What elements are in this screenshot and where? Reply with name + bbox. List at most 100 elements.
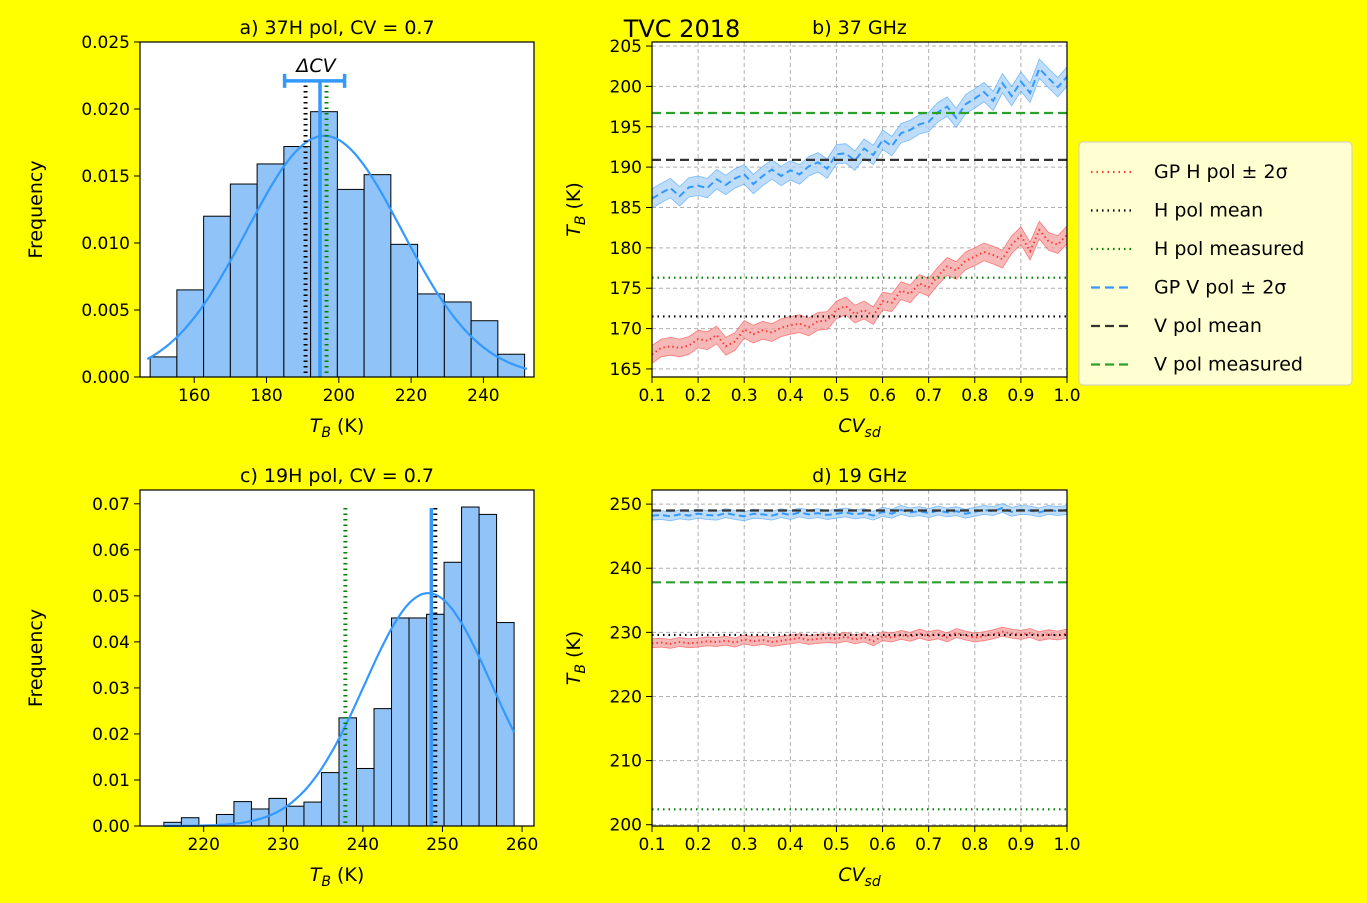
y-tick-label: 0.015: [81, 167, 130, 187]
histogram-bar: [310, 111, 338, 378]
y-axis-label: TB (K): [563, 182, 589, 237]
panel-a: ΔCV 160 180 200 220 240 0.000 0.005 0.010 0.015 0.…: [25, 17, 535, 441]
x-tick-label: 0.3: [731, 386, 758, 406]
y-tick-label: 200: [610, 816, 642, 836]
x-tick-label: 0.2: [685, 835, 712, 855]
y-tick-label: 250: [610, 495, 642, 515]
x-tick-label: 160: [178, 386, 210, 406]
legend-entry: GP H pol ± 2σ: [1154, 161, 1288, 183]
y-axis-label: TB (K): [563, 631, 589, 686]
histogram-bar: [285, 805, 305, 827]
y-tick-label: 0.07: [92, 495, 130, 515]
y-tick-label: 0.025: [81, 33, 130, 53]
errorbar-label: ΔCV: [294, 55, 337, 77]
x-tick-label: 0.4: [777, 835, 804, 855]
gp-mean-line-h: [651, 228, 1068, 356]
y-tick-label: 190: [610, 158, 642, 178]
histogram-bar: [390, 243, 419, 378]
x-axis-label: TB (K): [310, 864, 365, 890]
x-tick-label: 240: [347, 835, 379, 855]
x-tick-label: 250: [426, 835, 458, 855]
x-tick-label: 1.0: [1053, 386, 1080, 406]
x-tick-label: 0.2: [685, 386, 712, 406]
y-tick-label: 210: [610, 752, 642, 772]
y-tick-label: 0.005: [81, 301, 130, 321]
legend-entry: H pol mean: [1154, 200, 1263, 222]
histogram-bar: [320, 772, 340, 827]
x-tick-label: 220: [187, 835, 219, 855]
y-tick-label: 230: [610, 623, 642, 643]
axes-frame: [139, 41, 535, 378]
x-tick-label: 0.5: [823, 835, 850, 855]
axes-frame: [139, 489, 535, 827]
y-axis-label: Frequency: [25, 160, 47, 258]
x-axis-label: CVsd: [838, 864, 881, 890]
legend-entry: H pol measured: [1154, 238, 1304, 260]
fit-curve: [163, 592, 516, 828]
x-tick-label: 0.5: [823, 386, 850, 406]
figure-suptitle: TVC 2018: [623, 15, 741, 43]
histogram-bar: [149, 356, 178, 378]
panel-b: 0.1 0.2 0.3 0.4 0.5 0.6 0.7 0.8 0.9 1.0 165 170 175 1…: [563, 17, 1081, 441]
x-tick-label: 0.4: [777, 386, 804, 406]
axes-frame: [651, 489, 1068, 827]
y-tick-label: 195: [610, 118, 642, 138]
legend-entry: GP V pol ± 2σ: [1154, 277, 1286, 299]
histogram-bar: [356, 767, 375, 827]
y-tick-label: 180: [610, 239, 642, 259]
x-tick-label: 0.7: [915, 386, 942, 406]
histogram-bar: [496, 622, 515, 827]
histogram-bar: [497, 353, 526, 378]
plot-area-d: [652, 490, 1067, 826]
x-tick-label: 200: [323, 386, 355, 406]
histogram-bar: [256, 163, 285, 378]
histogram-bar: [303, 801, 322, 827]
y-tick-label: 175: [610, 279, 642, 299]
x-axis-label: CVsd: [838, 415, 881, 441]
y-tick-label: 0.06: [92, 541, 130, 561]
x-tick-label: 230: [267, 835, 299, 855]
panel-d: 0.1 0.2 0.3 0.4 0.5 0.6 0.7 0.8 0.9 1.0 200 210 220 2…: [563, 465, 1081, 890]
histogram-bar: [203, 215, 231, 378]
panel-title-a: a) 37H pol, CV = 0.7: [239, 17, 434, 39]
x-tick-label: 240: [467, 386, 499, 406]
x-tick-label: 1.0: [1053, 835, 1080, 855]
y-tick-label: 0.020: [81, 100, 130, 120]
panel-title-d: d) 19 GHz: [812, 465, 907, 487]
panel-title-b: b) 37 GHz: [812, 17, 907, 39]
axes-frame: [651, 41, 1068, 378]
y-tick-label: 0.02: [92, 725, 130, 745]
y-tick-label: 205: [610, 37, 642, 57]
histogram-bar: [417, 293, 445, 378]
histogram-bar: [461, 506, 480, 827]
histogram-bar: [478, 513, 498, 827]
y-tick-label: 0.00: [92, 817, 130, 837]
y-tick-label: 240: [610, 559, 642, 579]
panel-c: 220 230 240 250 260 0.00 0.01 0.02 0.03 0.04 0.05 0…: [25, 465, 538, 890]
y-tick-label: 0.000: [81, 368, 130, 388]
fit-curve: [146, 134, 528, 370]
x-tick-label: 0.6: [869, 835, 896, 855]
x-tick-label: 0.7: [915, 835, 942, 855]
y-tick-label: 200: [610, 77, 642, 97]
x-tick-label: 0.8: [961, 386, 988, 406]
panel-title-c: c) 19H pol, CV = 0.7: [240, 465, 434, 487]
x-tick-label: 0.9: [1007, 386, 1034, 406]
y-tick-label: 0.01: [92, 771, 130, 791]
histogram-bar: [336, 188, 365, 378]
y-tick-label: 165: [610, 360, 642, 380]
legend-entry: V pol measured: [1154, 354, 1303, 376]
legend: GP H pol ± 2σ H pol mean H pol measured GP …: [1078, 141, 1353, 386]
x-tick-label: 0.3: [731, 835, 758, 855]
y-tick-label: 0.010: [81, 234, 130, 254]
x-tick-label: 0.1: [638, 835, 665, 855]
x-tick-label: 0.1: [638, 386, 665, 406]
x-axis-label: TB (K): [310, 415, 365, 441]
x-tick-label: 260: [506, 835, 538, 855]
gp-mean-line-v: [651, 506, 1068, 518]
histogram-bar: [408, 617, 428, 827]
y-tick-label: 0.04: [92, 633, 130, 653]
x-tick-label: 0.9: [1007, 835, 1034, 855]
histogram-bar: [443, 301, 472, 378]
